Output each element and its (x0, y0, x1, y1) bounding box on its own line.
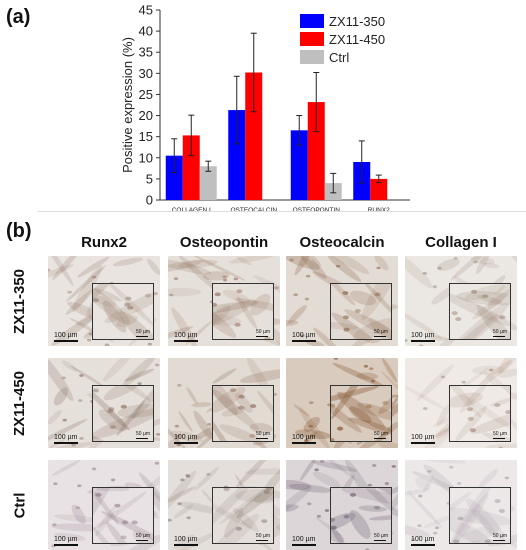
inset-scale-bar: 50 µm (493, 431, 507, 439)
inset-scale-bar: 50 µm (374, 329, 388, 337)
x-tick-label: OSTEOCALCIN (230, 207, 277, 214)
y-tick-label: 45 (139, 3, 153, 18)
scale-bar: 100 µm (54, 536, 78, 546)
scale-bar: 100 µm (292, 332, 316, 342)
inset-magnified: 50 µm (212, 385, 274, 442)
row-label: Ctrl (11, 492, 29, 518)
scale-bar: 100 µm (174, 536, 198, 546)
micrograph-ctrl-osteocalcin: 50 µm 100 µm (286, 460, 398, 550)
legend-label-zx11-350: ZX11-350 (329, 14, 385, 29)
inset-magnified: 50 µm (212, 283, 274, 340)
inset-scale-bar: 50 µm (374, 533, 388, 541)
y-tick-label: 20 (139, 108, 153, 123)
micrograph-zx11-450-osteocalcin: 50 µm 100 µm (286, 358, 398, 448)
scale-bar: 100 µm (174, 434, 198, 444)
inset-scale-bar: 50 µm (493, 533, 507, 541)
inset-magnified: 50 µm (92, 283, 154, 340)
y-tick-label: 25 (139, 87, 153, 102)
inset-magnified: 50 µm (449, 283, 511, 340)
scale-bar: 100 µm (411, 434, 435, 444)
micrograph-zx11-450-collagen-i: 50 µm 100 µm (405, 358, 517, 448)
bar-zx11-350-osteocalcin (228, 110, 246, 200)
chart-legend: ZX11-350 ZX11-450 Ctrl (300, 14, 385, 65)
chart-axes: 0 5 10 15 20 25 30 35 40 45 Positive expression (%… (120, 3, 410, 214)
scale-bar: 100 µm (54, 434, 78, 444)
expression-bar-chart: 0 5 10 15 20 25 30 35 40 45 Positive expression (%… (120, 3, 410, 214)
inset-magnified: 50 µm (212, 487, 274, 544)
scale-bar: 100 µm (174, 332, 198, 342)
x-tick-label: RUNX2 (368, 207, 390, 214)
column-header: Osteopontin (179, 234, 269, 251)
legend-label-zx11-450: ZX11-450 (329, 32, 385, 47)
y-tick-label: 15 (139, 129, 153, 144)
inset-magnified: 50 µm (449, 487, 511, 544)
micrograph-ctrl-osteopontin: 50 µm 100 µm (168, 460, 280, 550)
inset-scale-bar: 50 µm (136, 329, 150, 337)
x-tick-label: COLLAGEN I (172, 207, 211, 214)
inset-scale-bar: 50 µm (493, 329, 507, 337)
y-tick-label: 10 (139, 150, 153, 165)
column-header: Runx2 (81, 234, 127, 251)
panel-b-label: (b) (6, 220, 32, 242)
chart-error-bars (171, 32, 382, 194)
panel-divider (38, 211, 526, 212)
inset-scale-bar: 50 µm (374, 431, 388, 439)
micrograph-zx11-350-osteopontin: 50 µm 100 µm (168, 256, 280, 346)
inset-scale-bar: 50 µm (256, 431, 270, 439)
bar-ctrl-collagen-i (199, 166, 217, 200)
legend-swatch-ctrl (300, 50, 324, 64)
micrograph-ctrl-runx2: 50 µm 100 µm (48, 460, 160, 550)
y-tick-label: 30 (139, 66, 153, 81)
scale-bar: 100 µm (292, 536, 316, 546)
column-header: Osteocalcin (299, 234, 385, 251)
micrograph-zx11-450-osteopontin: 50 µm 100 µm (168, 358, 280, 448)
inset-scale-bar: 50 µm (256, 329, 270, 337)
y-tick-label: 0 (146, 193, 153, 208)
legend-swatch-zx11-350 (300, 14, 324, 28)
micrograph-zx11-350-runx2: 50 µm 100 µm (48, 256, 160, 346)
bar-zx11-450-osteopontin (307, 102, 325, 200)
inset-magnified: 50 µm (92, 385, 154, 442)
scale-bar: 100 µm (411, 536, 435, 546)
inset-magnified: 50 µm (92, 487, 154, 544)
scale-bar: 100 µm (292, 434, 316, 444)
micrograph-zx11-450-runx2: 50 µm 100 µm (48, 358, 160, 448)
inset-magnified: 50 µm (330, 487, 392, 544)
scale-bar: 100 µm (411, 332, 435, 342)
bar-zx11-450-osteocalcin (245, 72, 263, 200)
micrograph-ctrl-collagen-i: 50 µm 100 µm (405, 460, 517, 550)
micrograph-grid: Runx2 Osteopontin Osteocalcin Collagen I ZX1… (0, 214, 526, 550)
inset-scale-bar: 50 µm (136, 533, 150, 541)
y-axis-label: Positive expression (%) (120, 37, 135, 173)
y-tick-label: 5 (146, 171, 153, 186)
inset-magnified: 50 µm (330, 385, 392, 442)
x-tick-label: OSTEOPONTIN (293, 207, 341, 214)
bar-zx11-450-runx2 (370, 178, 388, 200)
scale-bar: 100 µm (54, 332, 78, 342)
inset-magnified: 50 µm (449, 385, 511, 442)
y-tick-label: 35 (139, 45, 153, 60)
panel-a-label: (a) (6, 6, 31, 28)
legend-swatch-zx11-450 (300, 32, 324, 46)
micrograph-zx11-350-collagen-i: 50 µm 100 µm (405, 256, 517, 346)
y-tick-label: 40 (139, 24, 153, 39)
column-header: Collagen I (425, 234, 497, 251)
bar-zx11-450-collagen-i (182, 135, 200, 200)
row-label: ZX11-350 (11, 268, 29, 334)
bar-zx11-350-osteopontin (290, 130, 308, 200)
micrograph-zx11-350-osteocalcin: 50 µm 100 µm (286, 256, 398, 346)
inset-scale-bar: 50 µm (136, 431, 150, 439)
inset-scale-bar: 50 µm (256, 533, 270, 541)
bar-zx11-350-collagen-i (165, 155, 183, 200)
legend-label-ctrl: Ctrl (329, 50, 349, 65)
chart-bars (165, 72, 388, 200)
inset-magnified: 50 µm (330, 283, 392, 340)
row-label: ZX11-450 (11, 370, 29, 436)
